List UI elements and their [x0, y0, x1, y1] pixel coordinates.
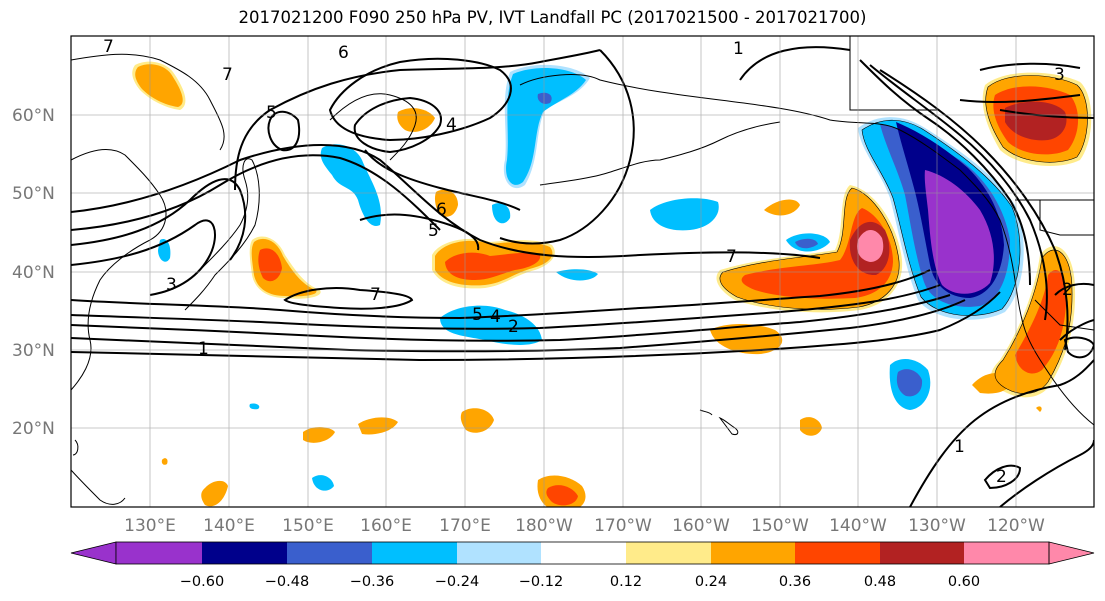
colorbar-segment [372, 542, 457, 564]
lon-tick-label: 120°W [987, 516, 1045, 536]
colorbar-segment [116, 542, 202, 564]
shading-edges [719, 75, 1088, 394]
colorbar-segment [287, 542, 372, 564]
colorbar-segment [880, 542, 964, 564]
map-frame [70, 35, 1095, 508]
contour-label: 2 [1062, 280, 1073, 300]
contour-label: 3 [1054, 65, 1065, 85]
colorbar-extend-low [70, 541, 117, 565]
colorbar-segment [457, 542, 541, 564]
colorbar-tick-label: −0.12 [519, 574, 563, 590]
lat-tick-label: 40°N [12, 263, 55, 283]
longitude-axis: 130°E 140°E 150°E 160°E 170°E 180°W 170°… [124, 516, 1045, 536]
colorbar-segment [964, 542, 1049, 564]
contour-label: 6 [436, 200, 447, 220]
colorbar-tick-label: 0.48 [864, 574, 896, 590]
contour-label: 7 [103, 37, 114, 57]
colorbar-extend-high [1048, 541, 1095, 565]
lon-tick-label: 170°E [439, 516, 491, 536]
lat-tick-label: 50°N [12, 184, 55, 204]
contour-label: 3 [166, 275, 177, 295]
colorbar-segment [626, 542, 711, 564]
colorbar-tick-label: 0.60 [948, 574, 980, 590]
map-plot-area: 7 6 7 5 4 6 5 3 7 5 4 2 7 1 3 1 2 1 2 [70, 35, 1095, 508]
political-boundaries [849, 36, 1094, 331]
lon-tick-label: 150°W [751, 516, 809, 536]
lon-tick-label: 140°E [203, 516, 255, 536]
colorbar: −0.60 −0.48 −0.36 −0.24 −0.12 0.12 0.24 … [70, 541, 1095, 590]
lon-tick-label: 130°E [124, 516, 176, 536]
colorbar-tick-label: 0.36 [779, 574, 811, 590]
contour-label: 7 [222, 65, 233, 85]
contour-labels: 7 6 7 5 4 6 5 3 7 5 4 2 7 1 3 1 2 1 2 [103, 37, 1073, 487]
colorbar-tick-label: −0.48 [265, 574, 309, 590]
contour-label: 6 [338, 43, 349, 63]
contour-label: 4 [490, 307, 501, 327]
latitude-axis: 20°N 30°N 40°N 50°N 60°N [12, 106, 55, 439]
contour-label: 4 [446, 115, 457, 135]
lon-tick-label: 180°W [515, 516, 573, 536]
colorbar-tick-label: −0.24 [435, 574, 479, 590]
colorbar-tick-label: −0.36 [350, 574, 394, 590]
figure-title: 2017021200 F090 250 hPa PV, IVT Landfall… [238, 8, 867, 27]
lat-tick-label: 20°N [12, 419, 55, 439]
contour-label: 1 [954, 437, 965, 457]
contour-label: 5 [266, 103, 277, 123]
contour-label: 2 [508, 317, 519, 337]
lon-tick-label: 140°W [829, 516, 887, 536]
lon-tick-label: 130°W [908, 516, 966, 536]
graticule [71, 36, 1094, 507]
lat-tick-label: 30°N [12, 341, 55, 361]
contour-label: 5 [428, 221, 439, 241]
contour-label: 2 [996, 467, 1007, 487]
lon-tick-label: 170°W [594, 516, 652, 536]
contour-label: 7 [370, 285, 381, 305]
lon-tick-label: 160°E [360, 516, 412, 536]
colorbar-segment [795, 542, 880, 564]
colorbar-tick-label: −0.60 [180, 574, 224, 590]
contour-label: 5 [472, 305, 483, 325]
lon-tick-label: 150°E [282, 516, 334, 536]
colorbar-tick-label: 0.24 [695, 574, 727, 590]
contour-label: 1 [198, 339, 209, 359]
lon-tick-label: 160°W [672, 516, 730, 536]
colorbar-tick-label: 0.12 [610, 574, 642, 590]
colorbar-segment [202, 542, 287, 564]
lat-tick-label: 60°N [12, 106, 55, 126]
contour-label: 1 [733, 39, 744, 59]
contour-label: 7 [726, 247, 737, 267]
colorbar-segment [711, 542, 795, 564]
colorbar-segment [541, 542, 626, 564]
